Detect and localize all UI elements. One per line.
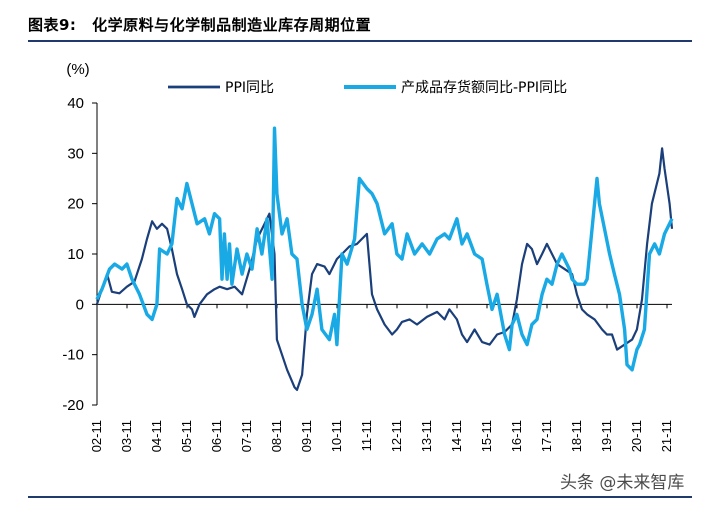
x-tick-label: 20-11 — [629, 420, 644, 452]
y-axis-unit: (%) — [66, 61, 89, 78]
x-tick-label: 09-11 — [299, 420, 314, 452]
legend-label-ppi: PPI同比 — [225, 80, 274, 96]
y-tick-label: 20 — [67, 196, 84, 213]
y-tick-label: 10 — [67, 246, 84, 263]
x-tick-label: 14-11 — [449, 420, 464, 452]
x-tick-label: 19-11 — [599, 420, 614, 452]
x-axis: 02-11 03-11 04-11 05-11 06-11 07-11 08-11 09-11… — [89, 303, 674, 452]
series-layer — [95, 126, 674, 391]
x-tick-label: 13-11 — [419, 420, 434, 452]
series-line-inventory — [95, 126, 674, 372]
figure-label: 图表9: — [28, 16, 77, 34]
series-line-ppi — [95, 147, 674, 391]
y-tick-label: 30 — [67, 145, 84, 162]
x-tick-label: 06-11 — [209, 420, 224, 452]
x-tick-label: 08-11 — [269, 420, 284, 452]
x-tick-label: 15-11 — [479, 420, 494, 452]
x-tick-label: 05-11 — [179, 420, 194, 452]
x-tick-label: 12-11 — [389, 420, 404, 452]
y-axis: (%) -20 -10 0 10 20 30 40 — [62, 61, 98, 414]
figure-title: 化学原料与化学制品制造业库存周期位置 — [92, 16, 372, 34]
y-tick-label: 0 — [76, 296, 84, 313]
bottom-rule — [28, 496, 692, 498]
x-tick-label: 17-11 — [539, 420, 554, 452]
legend-label-inventory: 产成品存货额同比-PPI同比 — [401, 79, 567, 96]
y-tick-label: -20 — [62, 397, 84, 414]
y-tick-label: 40 — [67, 95, 84, 112]
x-tick-label: 10-11 — [329, 420, 344, 452]
top-rule — [28, 40, 692, 42]
x-tick-label: 11-11 — [359, 420, 374, 451]
watermark: 头条 @未来智库 — [560, 473, 685, 493]
y-tick-label: -10 — [62, 347, 84, 364]
x-tick-label: 16-11 — [509, 420, 524, 452]
x-tick-label: 04-11 — [149, 420, 164, 452]
x-tick-label: 03-11 — [119, 420, 134, 452]
legend: PPI同比 产成品存货额同比-PPI同比 — [168, 79, 567, 96]
figure-header: 图表9: 化学原料与化学制品制造业库存周期位置 — [28, 14, 371, 35]
x-tick-label: 02-11 — [89, 420, 104, 452]
x-tick-label: 18-11 — [569, 420, 584, 452]
x-tick-label: 07-11 — [239, 420, 254, 452]
x-tick-label: 21-11 — [659, 420, 674, 452]
